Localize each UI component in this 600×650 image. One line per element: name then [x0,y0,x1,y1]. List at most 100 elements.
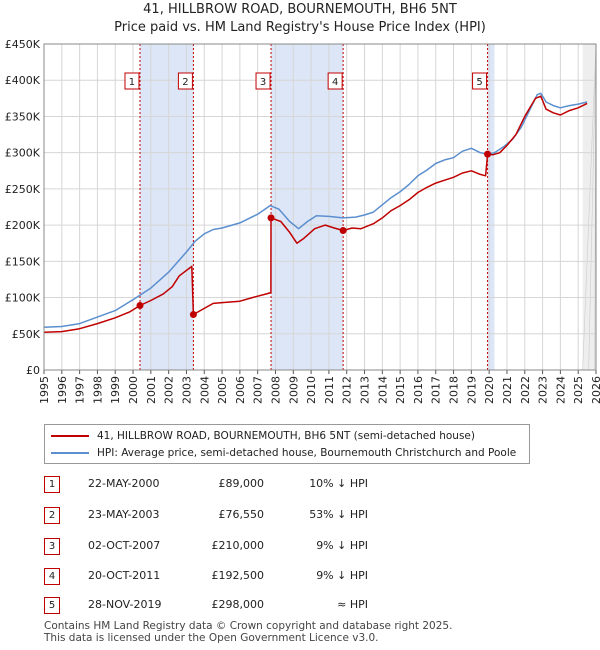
x-tick-label: 2008 [269,376,282,404]
x-tick-label: 2020 [483,376,496,404]
sale-point [484,150,492,158]
x-tick-label: 2016 [412,376,425,404]
x-tick-label: 2006 [234,376,247,404]
sale-number-badge: 2 [44,507,60,524]
y-tick-label: £350K [5,110,41,123]
sale-date: 02-OCT-2007 [88,539,161,552]
ownership-shade [487,44,495,370]
sale-hpi-diff: 9% ↓ HPI [316,539,368,552]
legend-label-price: 41, HILLBROW ROAD, BOURNEMOUTH, BH6 5NT … [97,430,475,442]
x-tick-label: 1996 [56,376,69,404]
x-tick-label: 2005 [216,376,229,404]
x-tick-label: 2024 [554,376,567,404]
legend-label-hpi: HPI: Average price, semi-detached house,… [97,447,517,459]
sale-number-badge: 5 [44,597,60,614]
x-tick-label: 1998 [91,376,104,404]
footer: Contains HM Land Registry data © Crown c… [44,620,452,644]
sale-date: 28-NOV-2019 [88,598,162,611]
x-tick-label: 2026 [590,376,600,404]
y-tick-label: £150K [5,255,41,268]
x-tick-label: 2018 [448,376,461,404]
y-tick-label: £250K [5,183,41,196]
ownership-shade [271,44,344,370]
chart-title: 41, HILLBROW ROAD, BOURNEMOUTH, BH6 5NT [143,2,457,17]
sale-point [136,302,144,310]
sale-point [339,227,347,235]
sale-date: 22-MAY-2000 [88,477,160,490]
sale-hpi-diff: 53% ↓ HPI [309,508,368,521]
sale-number-label: 4 [332,77,338,88]
sale-hpi-diff: 9% ↓ HPI [316,569,368,582]
legend-swatch-price [51,435,89,437]
x-tick-label: 1995 [38,376,51,404]
sale-number-box [124,72,140,90]
chart-subtitle: Price paid vs. HM Land Registry's House … [114,20,486,35]
y-tick-label: £300K [5,147,41,160]
sale-price: £192,500 [211,569,265,582]
x-tick-label: 1999 [109,376,122,404]
x-tick-label: 2004 [198,376,211,404]
x-tick-label: 2013 [359,376,372,404]
x-tick-label: 2007 [252,376,265,404]
legend-swatch-hpi [51,452,89,454]
x-tick-label: 2021 [501,376,514,404]
sale-row: 4 20-OCT-2011 £192,500 9% ↓ HPI [44,567,404,587]
x-tick-label: 2009 [287,376,300,404]
x-tick-label: 2025 [572,376,585,404]
sale-price: £76,550 [218,508,265,521]
sale-point [267,214,275,222]
sale-price: £298,000 [211,598,265,611]
forecast-hatch [588,43,597,371]
sale-row: 3 02-OCT-2007 £210,000 9% ↓ HPI [44,537,404,557]
price-paid-line [43,95,588,334]
x-tick-label: 2010 [305,376,318,404]
sale-number-box [327,72,343,90]
sale-number-box [177,72,193,90]
x-tick-label: 2002 [163,376,176,404]
sale-number-badge: 3 [44,538,60,555]
sale-price: £210,000 [211,539,265,552]
sale-hpi-diff: 10% ↓ HPI [309,477,368,490]
sale-number-box [255,72,271,90]
legend-item-price: 41, HILLBROW ROAD, BOURNEMOUTH, BH6 5NT … [51,428,475,444]
y-tick-label: £50K [12,328,41,341]
x-tick-label: 2001 [145,376,158,404]
sale-number-box [472,72,488,90]
hpi-line [43,92,588,329]
sale-number-badge: 4 [44,568,60,585]
sale-row: 5 28-NOV-2019 £298,000 ≈ HPI [44,596,404,616]
sale-row: 1 22-MAY-2000 £89,000 10% ↓ HPI [44,475,404,495]
x-tick-label: 1997 [74,376,87,404]
ownership-shade [139,44,194,370]
plot-border [43,43,597,371]
sale-number-label: 5 [476,77,482,88]
sale-point [189,311,197,319]
x-tick-label: 2015 [394,376,407,404]
sale-number-label: 2 [182,77,188,88]
x-tick-label: 2011 [323,376,336,404]
sale-date: 23-MAY-2003 [88,508,160,521]
y-tick-label: £450K [5,38,41,51]
sale-number-label: 3 [260,77,266,88]
x-tick-label: 2014 [376,376,389,404]
sale-row: 2 23-MAY-2003 £76,550 53% ↓ HPI [44,506,404,526]
y-tick-label: £400K [5,74,41,87]
sale-date: 20-OCT-2011 [88,569,161,582]
footer-copyright: Contains HM Land Registry data © Crown c… [44,620,453,632]
x-tick-label: 2012 [341,376,354,404]
x-tick-label: 2000 [127,376,140,404]
x-tick-label: 2023 [537,376,550,404]
legend: 41, HILLBROW ROAD, BOURNEMOUTH, BH6 5NT … [44,424,530,464]
y-tick-label: £100K [5,292,41,305]
y-tick-label: £200K [5,219,41,232]
y-tick-label: £0 [26,364,40,377]
forecast-hatch [582,43,597,371]
sale-number-badge: 1 [44,476,60,493]
legend-item-hpi: HPI: Average price, semi-detached house,… [51,445,516,461]
sale-number-label: 1 [129,77,135,88]
sale-hpi-diff: ≈ HPI [337,598,368,611]
sale-price: £89,000 [218,477,265,490]
x-tick-label: 2017 [430,376,443,404]
x-tick-label: 2003 [180,376,193,404]
footer-licence: This data is licensed under the Open Gov… [44,632,379,644]
